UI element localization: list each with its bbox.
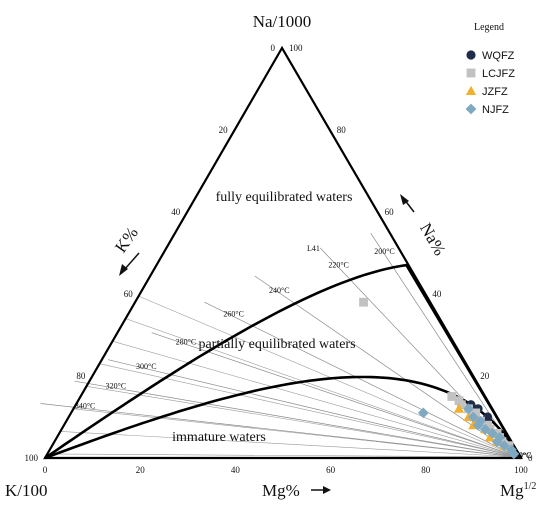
temperature-label: 320°C: [106, 381, 127, 390]
legend: Legend WQFZ LCJFZ JZFZ NJFZ: [465, 22, 515, 116]
isotherm-line: [204, 301, 519, 458]
tick-label-right: 80: [337, 125, 347, 135]
tick-label-right: 60: [385, 207, 395, 217]
ternary-frame: [43, 45, 523, 460]
legend-item-jzfz: JZFZ: [465, 85, 508, 98]
tick-label-bottom: 100: [514, 465, 528, 475]
vertex-top-label: Na/1000: [253, 12, 312, 31]
tick-label-left: 20: [219, 125, 229, 135]
data-point-jzfz: [453, 403, 465, 413]
tick-label-right: 40: [432, 289, 442, 299]
temperature-label: 160°C: [511, 451, 532, 460]
temperature-label: 200°C: [374, 247, 395, 256]
k-percent-axis-name: K%: [111, 224, 142, 276]
legend-label: JZFZ: [482, 86, 508, 98]
isotherm-line: [370, 233, 519, 458]
isotherm-line: [112, 340, 519, 458]
isotherm-line: [74, 380, 519, 458]
data-point-njfz: [467, 411, 479, 423]
isotherm-line: [86, 386, 519, 458]
region-fully-equilibrated: fully equilibrated waters: [216, 190, 353, 205]
data-point-njfz: [494, 432, 505, 443]
temperature-label: 280°C: [176, 337, 197, 346]
legend-title: Legend: [474, 22, 504, 33]
left-arrow-icon: [400, 194, 415, 213]
tick-label-left: 60: [124, 289, 134, 299]
data-point-njfz: [463, 403, 474, 415]
tick-labels: 0 20 40 60 80 100 100 80 60 40 20 0 0 20 40 60 80 100: [25, 43, 534, 475]
vertex-left-label: K/100: [5, 481, 48, 500]
right-arrow-icon: [311, 486, 331, 494]
region-partially-equilibrated: partially equilibrated waters: [198, 337, 355, 352]
sample-label-l41: L41: [307, 244, 320, 253]
data-point-njfz: [486, 428, 498, 439]
svg-text:Na%: Na%: [416, 220, 449, 259]
tick-label-bottom: 80: [421, 465, 431, 475]
sample-points: [359, 297, 520, 460]
data-point-lcjfz: [454, 396, 464, 405]
legend-marker-lcjfz: [466, 68, 476, 78]
data-point-njfz: [498, 440, 510, 452]
data-point-lcjfz: [359, 297, 368, 307]
isotherm-line: [60, 431, 519, 458]
temperature-label: 100°C: [511, 451, 532, 460]
temperature-label: 180°C: [511, 451, 532, 460]
isotherm-line: [47, 453, 519, 458]
legend-marker-wqfz: [466, 50, 476, 60]
legend-item-wqfz: WQFZ: [466, 50, 515, 62]
legend-label: WQFZ: [482, 50, 515, 62]
tick-label-bottom: 40: [231, 465, 241, 475]
legend-marker-njfz: [465, 103, 477, 115]
temperature-label: 340°C: [75, 402, 96, 411]
legend-marker-jzfz: [465, 85, 477, 95]
temperature-label: 240°C: [269, 286, 290, 295]
legend-item-njfz: NJFZ: [465, 103, 509, 116]
isotherm-lines: [40, 233, 522, 459]
legend-label: LCJFZ: [482, 68, 515, 80]
tick-label-bottom: 0: [43, 465, 48, 475]
data-point-njfz: [417, 407, 429, 419]
tick-label-right: 20: [480, 371, 490, 381]
temperature-label: 300°C: [136, 362, 157, 371]
left-arrow-icon: [119, 252, 140, 276]
tick-label-right: 100: [289, 43, 303, 53]
tick-label-bottom: 20: [136, 465, 146, 475]
data-point-njfz: [508, 448, 520, 460]
tick-label-bottom: 60: [326, 465, 336, 475]
tick-label-left: 40: [171, 207, 181, 217]
isotherm-line: [151, 332, 519, 458]
isotherm-line: [73, 408, 519, 458]
data-point-njfz: [479, 423, 491, 435]
na-percent-axis-name: Na%: [400, 194, 449, 259]
tick-label-left: 0: [271, 43, 276, 53]
legend-item-lcjfz: LCJFZ: [466, 68, 515, 80]
mg-percent-axis-name: Mg%: [262, 481, 331, 500]
isotherm-line: [138, 295, 519, 458]
temperature-label: 140°C: [511, 451, 532, 460]
vertex-right-label: Mg1/2: [500, 481, 536, 500]
temperature-label: 260°C: [223, 310, 244, 319]
vertex-right-superscript: 1/2: [524, 481, 537, 492]
temperature-label: 220°C: [328, 260, 349, 269]
isotherm-line: [125, 318, 519, 458]
tick-label-left: 100: [25, 453, 39, 463]
legend-label: NJFZ: [482, 104, 509, 116]
full-equilibrium-curve: [44, 263, 523, 460]
svg-text:Mg%: Mg%: [262, 481, 300, 500]
data-point-lcjfz: [447, 392, 457, 401]
region-immature: immature waters: [172, 430, 266, 445]
tick-label-left: 80: [76, 371, 86, 381]
data-point-njfz: [475, 415, 486, 427]
tick-label-right: 0: [528, 453, 533, 463]
svg-text:K%: K%: [111, 224, 142, 257]
temperature-label: 120°C: [511, 451, 532, 460]
isotherm-line: [108, 359, 519, 458]
isotherm-line: [99, 363, 519, 458]
